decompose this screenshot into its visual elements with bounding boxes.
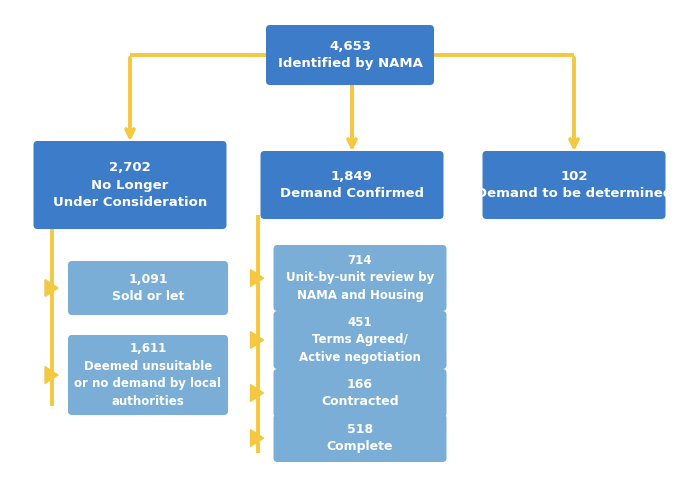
- Polygon shape: [251, 384, 263, 401]
- Text: 102
Demand to be determined: 102 Demand to be determined: [476, 170, 672, 200]
- Text: 2,702
No Longer
Under Consideration: 2,702 No Longer Under Consideration: [53, 161, 207, 209]
- Text: 451
Terms Agreed/
Active negotiation: 451 Terms Agreed/ Active negotiation: [299, 316, 421, 364]
- Text: 166
Contracted: 166 Contracted: [321, 378, 399, 408]
- FancyBboxPatch shape: [274, 311, 447, 369]
- FancyBboxPatch shape: [68, 335, 228, 415]
- Text: 714
Unit-by-unit review by
NAMA and Housing: 714 Unit-by-unit review by NAMA and Hous…: [286, 254, 434, 302]
- Polygon shape: [251, 332, 263, 348]
- FancyBboxPatch shape: [266, 25, 434, 85]
- Text: 4,653
Identified by NAMA: 4,653 Identified by NAMA: [278, 40, 422, 70]
- FancyBboxPatch shape: [274, 369, 447, 417]
- Text: 1,849
Demand Confirmed: 1,849 Demand Confirmed: [280, 170, 424, 200]
- Text: 1,091
Sold or let: 1,091 Sold or let: [112, 273, 184, 303]
- FancyBboxPatch shape: [274, 414, 447, 462]
- Polygon shape: [251, 270, 263, 287]
- Text: 1,611
Deemed unsuitable
or no demand by local
authorities: 1,611 Deemed unsuitable or no demand by …: [74, 342, 221, 408]
- Text: 518
Complete: 518 Complete: [327, 423, 393, 453]
- FancyBboxPatch shape: [482, 151, 666, 219]
- FancyBboxPatch shape: [274, 245, 447, 311]
- FancyBboxPatch shape: [68, 261, 228, 315]
- FancyBboxPatch shape: [260, 151, 444, 219]
- Polygon shape: [251, 430, 263, 446]
- FancyBboxPatch shape: [34, 141, 227, 229]
- Polygon shape: [45, 279, 58, 297]
- Polygon shape: [45, 367, 58, 384]
